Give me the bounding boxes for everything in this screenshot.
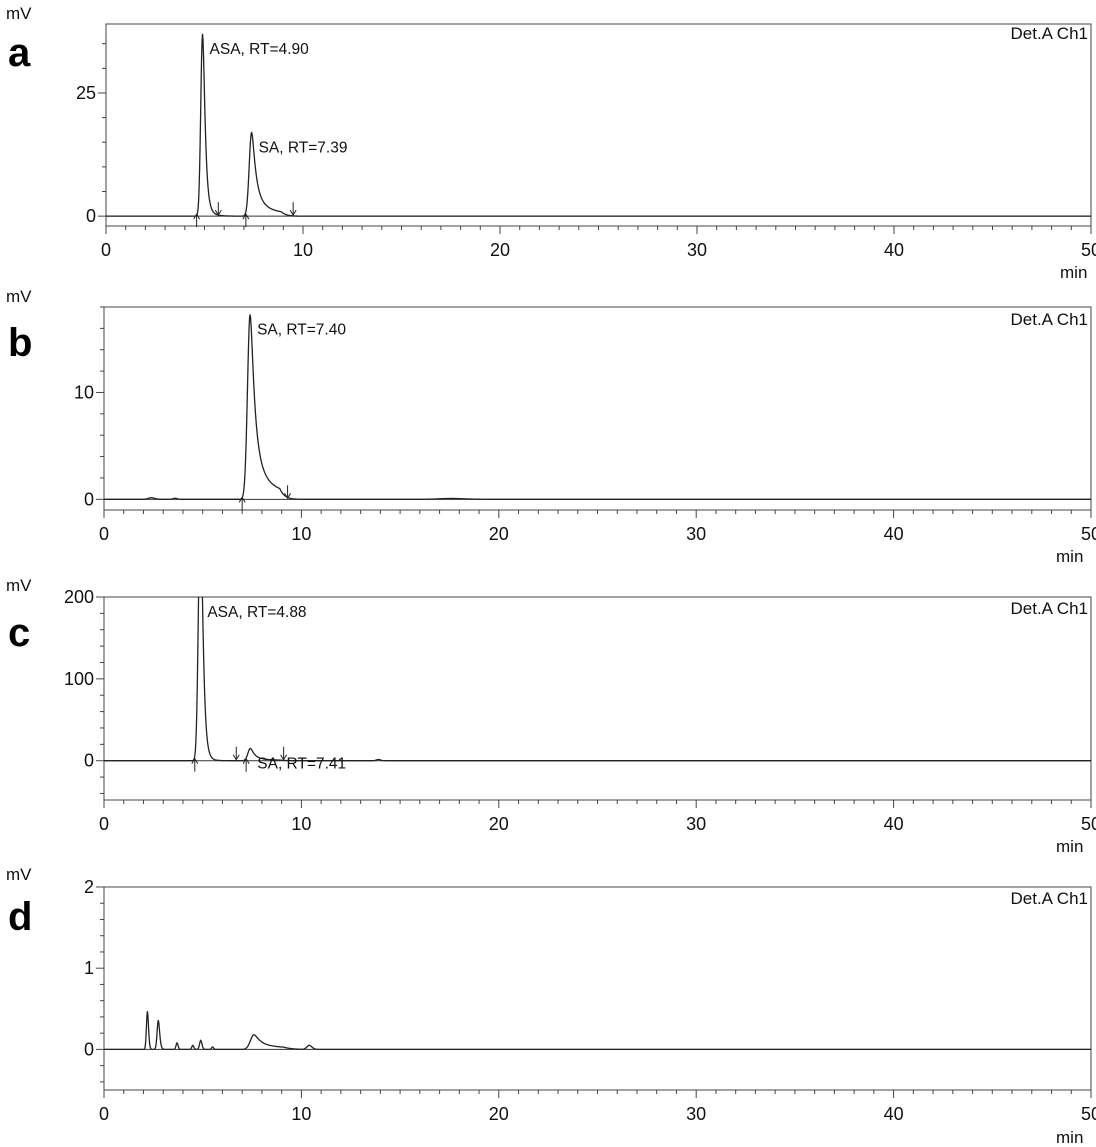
x-unit-label-a: min xyxy=(1060,263,1087,282)
peak-annotation-c: ASA, RT=4.88 xyxy=(207,604,306,621)
panel-letter-a: a xyxy=(8,31,31,75)
x-tick-label-a: 20 xyxy=(490,240,510,260)
x-tick-label-d: 10 xyxy=(291,1104,311,1124)
x-tick-label-a: 0 xyxy=(101,240,111,260)
y-tick-label-b: 10 xyxy=(74,382,94,402)
panel-b: b mV min Det.A Ch1 0 10 20 30 40 50 0 10 SA, RT=… xyxy=(6,287,1096,566)
x-tick-label-d: 30 xyxy=(686,1104,706,1124)
peak-annotation-c: SA, RT=7.41 xyxy=(257,755,346,772)
marker-up-head-a xyxy=(242,213,250,220)
x-tick-label-b: 20 xyxy=(489,524,509,544)
plot-area-c: 0 10 20 30 40 50 0 100 200 ASA, RT=4.88 SA, RT=7.4… xyxy=(64,587,1096,834)
y-unit-label-b: mV xyxy=(6,287,32,306)
marker-up-head-c xyxy=(191,757,199,764)
marker-down-head-b xyxy=(284,493,292,500)
peak-annotation-a: SA, RT=7.39 xyxy=(259,139,348,156)
marker-down-head-c xyxy=(280,754,288,761)
x-tick-label-d: 20 xyxy=(489,1104,509,1124)
trace-line-c xyxy=(104,597,1091,762)
detector-label-d: Det.A Ch1 xyxy=(1011,889,1089,908)
peak-annotation-a: ASA, RT=4.90 xyxy=(210,41,310,58)
panel-letter-d: d xyxy=(8,895,32,939)
trace-line-d xyxy=(104,1011,1091,1051)
trace-line-b xyxy=(104,314,1091,500)
y-tick-label-b: 0 xyxy=(84,489,94,509)
peak-annotation-b: SA, RT=7.40 xyxy=(257,321,346,338)
x-tick-label-c: 20 xyxy=(489,814,509,834)
marker-down-head-c xyxy=(232,754,240,761)
x-tick-label-c: 0 xyxy=(99,814,109,834)
x-tick-label-a: 10 xyxy=(293,240,313,260)
x-tick-label-c: 10 xyxy=(291,814,311,834)
y-tick-label-a: 0 xyxy=(86,206,96,226)
x-tick-label-c: 50 xyxy=(1081,814,1096,834)
panel-letter-c: c xyxy=(8,611,30,655)
x-tick-label-b: 0 xyxy=(99,524,109,544)
detector-label-a: Det.A Ch1 xyxy=(1011,24,1089,43)
detector-label-b: Det.A Ch1 xyxy=(1011,310,1089,329)
panel-d: d mV min Det.A Ch1 0 10 20 30 40 50 0 1 2 xyxy=(6,865,1096,1147)
y-tick-label-a: 25 xyxy=(76,83,96,103)
y-tick-label-c: 200 xyxy=(64,587,94,607)
y-tick-label-d: 0 xyxy=(84,1039,94,1059)
detector-label-c: Det.A Ch1 xyxy=(1011,599,1089,618)
x-tick-label-a: 30 xyxy=(687,240,707,260)
x-tick-label-d: 40 xyxy=(884,1104,904,1124)
plot-frame-d xyxy=(103,886,1092,1091)
panel-c: c mV min Det.A Ch1 0 10 20 30 40 50 0 100 200 ASA… xyxy=(6,576,1096,856)
y-tick-label-d: 2 xyxy=(84,877,94,897)
plot-area-b: 0 10 20 30 40 50 0 10 SA, RT=7.40 xyxy=(74,306,1096,544)
marker-down-head-a xyxy=(289,209,297,217)
panel-letter-b: b xyxy=(8,321,32,365)
x-tick-label-b: 40 xyxy=(884,524,904,544)
x-tick-label-b: 10 xyxy=(291,524,311,544)
y-unit-label-c: mV xyxy=(6,576,32,595)
x-unit-label-b: min xyxy=(1056,547,1083,566)
y-tick-label-c: 100 xyxy=(64,669,94,689)
x-tick-label-a: 50 xyxy=(1081,240,1096,260)
x-tick-label-b: 30 xyxy=(686,524,706,544)
x-tick-label-d: 0 xyxy=(99,1104,109,1124)
marker-up-head-a xyxy=(193,213,201,220)
x-tick-label-c: 30 xyxy=(686,814,706,834)
plot-frame-c xyxy=(103,596,1092,801)
x-tick-label-c: 40 xyxy=(884,814,904,834)
marker-up-head-c xyxy=(242,757,250,764)
marker-up-head-b xyxy=(238,496,246,503)
plot-area-d: 0 10 20 30 40 50 0 1 2 xyxy=(84,877,1096,1124)
trace-line-a xyxy=(106,33,1091,217)
y-tick-label-c: 0 xyxy=(84,751,94,771)
y-unit-label-a: mV xyxy=(6,4,32,23)
plot-area-a: 0 10 20 30 40 50 0 25 ASA, RT=4.90 SA, RT=7.39 xyxy=(76,33,1096,260)
panel-a: a mV min Det.A Ch1 0 10 20 30 40 50 0 25 ASA, RT… xyxy=(6,4,1096,282)
x-tick-label-b: 50 xyxy=(1081,524,1096,544)
x-unit-label-d: min xyxy=(1056,1128,1083,1147)
y-unit-label-d: mV xyxy=(6,865,32,884)
y-tick-label-d: 1 xyxy=(84,958,94,978)
marker-down-head-a xyxy=(214,209,222,217)
x-tick-label-a: 40 xyxy=(884,240,904,260)
x-tick-label-d: 50 xyxy=(1081,1104,1096,1124)
x-unit-label-c: min xyxy=(1056,837,1083,856)
